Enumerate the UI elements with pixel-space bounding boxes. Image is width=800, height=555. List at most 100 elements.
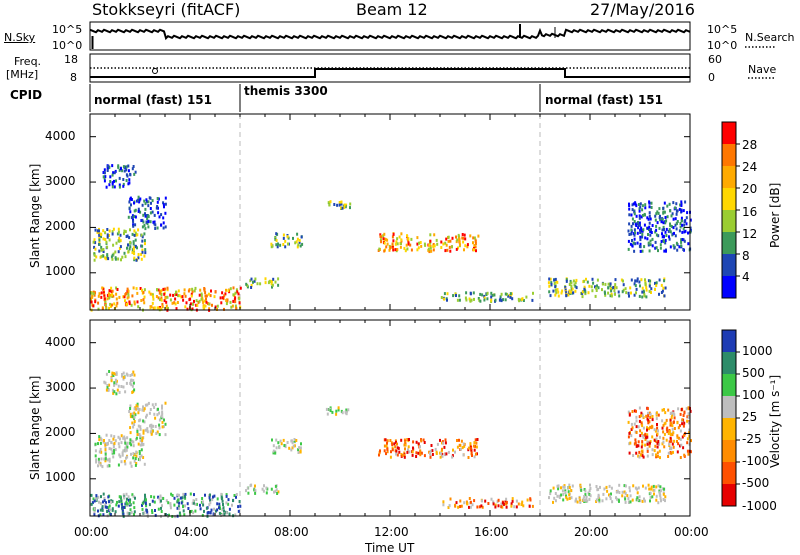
velocity-echo-cell xyxy=(656,454,659,458)
velocity-echo-cell xyxy=(224,510,227,514)
power-echo-cell xyxy=(112,227,115,231)
power-echo-cell xyxy=(200,292,203,296)
velocity-echo-cell xyxy=(129,431,132,435)
power-echo-cell xyxy=(124,230,127,234)
velocity-colorbar-segment xyxy=(722,396,736,419)
power-echo-cell xyxy=(407,242,410,246)
velocity-echo-cell xyxy=(683,433,686,437)
velocity-echo-cell xyxy=(642,435,645,439)
power-echo-cell xyxy=(403,246,406,250)
velocity-echo-cell xyxy=(124,502,127,506)
power-echo-cell xyxy=(638,207,641,211)
velocity-echo-cell xyxy=(583,495,586,498)
power-echo-cell xyxy=(94,241,97,245)
power-echo-cell xyxy=(156,200,159,204)
power-echo-cell xyxy=(134,231,137,235)
power-echo-cell xyxy=(117,230,120,234)
power-echo-cell xyxy=(674,206,677,210)
velocity-echo-cell xyxy=(111,371,114,375)
velocity-echo-cell xyxy=(436,442,439,446)
power-echo-cell xyxy=(106,293,109,297)
power-echo-cell xyxy=(648,214,651,218)
power-echo-cell xyxy=(643,290,645,294)
velocity-echo-cell xyxy=(119,496,122,500)
velocity-echo-cell xyxy=(665,418,668,422)
power-echo-cell xyxy=(478,298,481,302)
velocity-echo-cell xyxy=(638,415,641,419)
velocity-echo-cell xyxy=(648,427,650,431)
velocity-echo-cell xyxy=(183,513,186,517)
velocity-echo-cell xyxy=(115,392,118,396)
power-echo-cell xyxy=(108,289,111,293)
velocity-echo-cell xyxy=(122,512,125,516)
velocity-echo-cell xyxy=(246,486,249,490)
power-echo-cell xyxy=(463,248,465,252)
velocity-echo-cell xyxy=(563,485,566,489)
velocity-echo-cell xyxy=(662,430,665,434)
velocity-echo-cell xyxy=(99,508,102,512)
velocity-echo-cell xyxy=(299,446,302,450)
power-echo-cell xyxy=(654,214,657,218)
velocity-echo-cell xyxy=(609,494,612,498)
power-echo-cell xyxy=(139,210,142,214)
power-echo-cell xyxy=(235,288,238,292)
freq-tick-bottom: 8 xyxy=(70,71,77,84)
power-echo-cell xyxy=(122,178,125,181)
velocity-echo-cell xyxy=(598,500,601,504)
velocity-echo-cell xyxy=(272,444,275,448)
velocity-echo-cell xyxy=(687,412,690,416)
velocity-echo-cell xyxy=(515,505,518,509)
velocity-echo-cell xyxy=(154,416,157,420)
power-echo-cell xyxy=(416,248,419,252)
time-tick-4: 16:00 xyxy=(474,525,509,539)
power-echo-cell xyxy=(636,222,639,226)
velocity-echo-cell xyxy=(154,402,157,406)
power-echo-cell xyxy=(429,244,432,248)
power-echo-cell xyxy=(630,213,633,217)
power-echo-cell xyxy=(452,294,455,298)
velocity-echo-cell xyxy=(670,447,673,451)
power-echo-cell xyxy=(276,245,279,249)
velocity-echo-cell xyxy=(209,493,211,497)
freq-label-2: [MHz] xyxy=(6,68,39,81)
velocity-echo-cell xyxy=(653,488,656,492)
power-echo-cell xyxy=(639,205,642,209)
power-echo-cell xyxy=(138,199,141,203)
velocity-echo-cell xyxy=(169,502,172,506)
velocity-echo-cell xyxy=(662,492,665,496)
power-echo-cell xyxy=(647,217,650,221)
velocity-echo-cell xyxy=(208,496,211,500)
power-echo-cell xyxy=(234,296,237,300)
power-echo-cell xyxy=(648,249,651,253)
nave-tick-bottom: 0 xyxy=(708,71,715,84)
power-echo-cell xyxy=(164,225,167,229)
velocity-echo-cell xyxy=(662,440,665,444)
velocity-echo-cell xyxy=(98,500,100,504)
power-echo-cell xyxy=(637,223,640,227)
velocity-echo-cell xyxy=(595,498,598,502)
power-echo-cell xyxy=(465,298,468,302)
velocity-echo-cell xyxy=(664,499,666,503)
power-echo-cell xyxy=(160,293,163,296)
power-echo-cell xyxy=(654,218,657,222)
velocity-echo-cell xyxy=(120,434,123,438)
velocity-echo-cell xyxy=(655,485,658,489)
velocity-echo-cell xyxy=(138,450,141,453)
time-axis-label: Time UT xyxy=(365,541,415,555)
power-echo-cell xyxy=(214,290,217,294)
velocity-echo-cell xyxy=(121,374,123,378)
power-echo-cell xyxy=(137,209,140,213)
power-echo-cell xyxy=(483,298,486,302)
velocity-echo-cell xyxy=(142,456,145,459)
velocity-echo-cell xyxy=(123,459,126,463)
power-echo-cell xyxy=(131,167,134,171)
velocity-echo-cell xyxy=(325,407,328,411)
power-echo-cell xyxy=(671,232,674,236)
velocity-echo-cell xyxy=(93,513,96,517)
velocity-echo-cell xyxy=(265,491,268,495)
power-echo-cell xyxy=(637,226,640,230)
velocity-echo-cell xyxy=(108,509,111,513)
velocity-echo-cell xyxy=(213,507,216,511)
power-echo-cell xyxy=(127,215,130,219)
power-echo-cell xyxy=(154,227,157,230)
